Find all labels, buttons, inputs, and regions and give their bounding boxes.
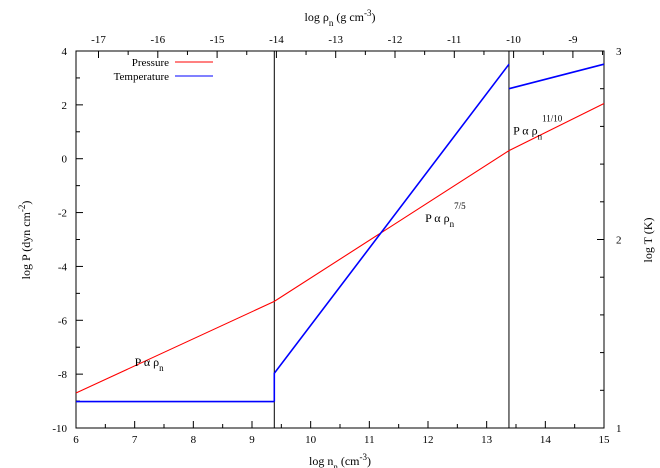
y-right-tick-label: 3	[616, 46, 622, 58]
x-tick-label: 6	[73, 434, 79, 446]
vertical-lines	[273, 51, 510, 428]
y-left-tick-label: -6	[58, 315, 68, 327]
y-right-tick-label: 1	[616, 423, 622, 435]
top-tick-label: -13	[328, 34, 343, 46]
legend: Pressure Temperature	[114, 57, 213, 83]
power-law-annotation: P α ρn7/5	[425, 201, 466, 229]
legend-label-temperature: Temperature	[114, 71, 170, 83]
x-tick-label: 13	[481, 434, 493, 446]
pressure-series-line	[75, 103, 605, 394]
y-left-tick-label: 2	[62, 100, 68, 112]
x-tick-label: 15	[599, 434, 611, 446]
plot-frame	[75, 50, 605, 429]
top-tick-label: -15	[210, 34, 225, 46]
y-left-tick-label: -10	[52, 423, 67, 435]
y-right-tick-label: 2	[616, 235, 622, 247]
y-left-axis-title: log P (dyn cm-2)	[17, 201, 33, 280]
right-axis-tick-labels: 1 2 3	[616, 46, 622, 435]
x-tick-label: 14	[540, 434, 552, 446]
x-tick-label: 10	[305, 434, 317, 446]
y-left-tick-label: -2	[58, 208, 67, 220]
x-bottom-axis-title: log nn (cm-3)	[309, 452, 371, 468]
annotations: P α ρn P α ρn7/5 P α ρn11/10	[135, 113, 563, 373]
x-tick-label: 9	[249, 434, 255, 446]
x-tick-label: 8	[191, 434, 197, 446]
x-top-axis-title: log ρn (g cm-3)	[305, 8, 376, 28]
temperature-series-line	[273, 63, 510, 402]
power-law-annotation: P α ρn11/10	[513, 113, 563, 141]
power-law-annotation: P α ρn	[135, 355, 165, 373]
top-tick-label: -14	[269, 34, 284, 46]
top-tick-label: -16	[150, 34, 165, 46]
x-tick-label: 12	[423, 434, 434, 446]
x-tick-label: 7	[132, 434, 138, 446]
y-left-tick-label: -4	[58, 261, 68, 273]
top-tick-label: -11	[447, 34, 461, 46]
axis-ticks	[75, 50, 605, 429]
top-tick-label: -12	[388, 34, 403, 46]
y-left-tick-label: 0	[62, 154, 68, 166]
top-tick-label: -9	[568, 34, 578, 46]
top-axis-tick-labels: -17 -16 -15 -14 -13 -12 -11 -10 -9	[91, 34, 578, 46]
x-tick-label: 11	[364, 434, 375, 446]
y-right-axis-title: log T (K)	[641, 218, 655, 263]
temperature-series-line	[508, 63, 605, 90]
y-left-tick-label: 4	[62, 46, 68, 58]
legend-label-pressure: Pressure	[132, 57, 169, 69]
top-tick-label: -10	[506, 34, 521, 46]
left-axis-tick-labels: -10 -8 -6 -4 -2 0 2 4	[52, 46, 67, 435]
series-group	[75, 63, 605, 403]
y-left-tick-label: -8	[58, 369, 68, 381]
bottom-axis-tick-labels: 6 7 8 9 10 11 12 13 14 15	[73, 434, 610, 446]
top-tick-label: -17	[91, 34, 106, 46]
